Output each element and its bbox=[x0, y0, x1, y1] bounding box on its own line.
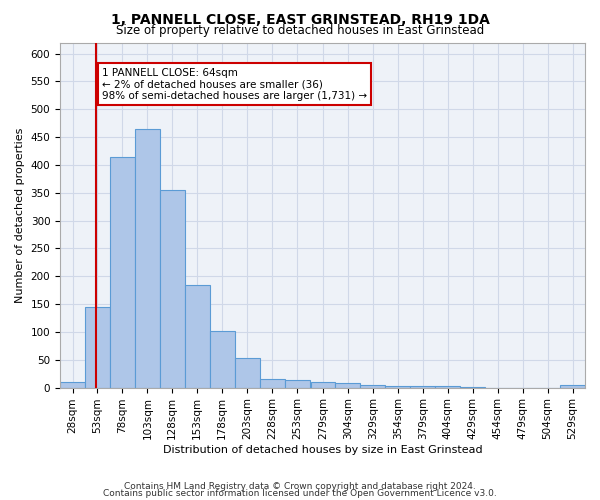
Bar bbox=[410, 386, 435, 388]
Bar bbox=[311, 382, 335, 388]
Bar bbox=[135, 129, 160, 388]
Bar bbox=[110, 156, 135, 388]
Bar bbox=[361, 386, 385, 388]
Bar bbox=[560, 386, 585, 388]
Text: Contains HM Land Registry data © Crown copyright and database right 2024.: Contains HM Land Registry data © Crown c… bbox=[124, 482, 476, 491]
Bar bbox=[185, 284, 210, 388]
Bar bbox=[385, 386, 410, 388]
Bar bbox=[160, 190, 185, 388]
Y-axis label: Number of detached properties: Number of detached properties bbox=[15, 128, 25, 302]
Bar bbox=[235, 358, 260, 388]
Text: 1, PANNELL CLOSE, EAST GRINSTEAD, RH19 1DA: 1, PANNELL CLOSE, EAST GRINSTEAD, RH19 1… bbox=[110, 12, 490, 26]
Bar bbox=[210, 331, 235, 388]
Text: Size of property relative to detached houses in East Grinstead: Size of property relative to detached ho… bbox=[116, 24, 484, 37]
Bar bbox=[460, 387, 485, 388]
Bar bbox=[85, 307, 110, 388]
X-axis label: Distribution of detached houses by size in East Grinstead: Distribution of detached houses by size … bbox=[163, 445, 482, 455]
Bar bbox=[335, 382, 361, 388]
Text: Contains public sector information licensed under the Open Government Licence v3: Contains public sector information licen… bbox=[103, 489, 497, 498]
Bar bbox=[60, 382, 85, 388]
Bar bbox=[284, 380, 310, 388]
Bar bbox=[260, 379, 284, 388]
Bar bbox=[435, 386, 460, 388]
Text: 1 PANNELL CLOSE: 64sqm
← 2% of detached houses are smaller (36)
98% of semi-deta: 1 PANNELL CLOSE: 64sqm ← 2% of detached … bbox=[102, 68, 367, 100]
